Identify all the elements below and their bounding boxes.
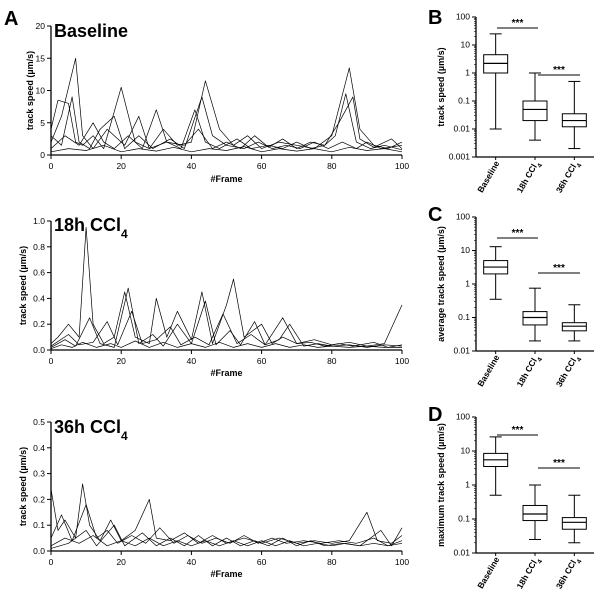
y-tick-label: 1.0 [33,216,45,226]
y-tick-label: 0.3 [33,469,45,479]
x-axis-label: #Frame [210,368,242,378]
y-tick-label: 5 [40,118,45,128]
y-tick-label: 1 [465,68,470,78]
x-tick-label: 100 [395,557,409,567]
panel-letter-a: A [4,8,18,30]
y-tick-label: 0.0 [33,345,45,355]
chart-title: 36h CCl4 [54,417,128,443]
box-iqr [561,517,587,530]
y-tick-label: 100 [456,412,470,422]
series-line-1 [50,227,403,347]
chart-title: 18h CCl4 [54,215,128,241]
x-tick-label: 60 [257,161,267,171]
x-tick-label: 20 [116,356,126,366]
x-axis-label: #Frame [210,569,242,579]
category-label: 36h CCl4 [554,353,584,391]
y-axis-label: track speed (µm/s) [18,447,28,526]
significance-label: *** [512,18,524,29]
x-tick-label: 0 [49,557,54,567]
y-axis-label: average track speed (µm/s) [436,226,446,342]
y-tick-label: 10 [461,245,471,255]
x-tick-label: 20 [116,161,126,171]
x-axis-label: #Frame [210,174,242,184]
series-line-2 [50,504,403,547]
x-tick-label: 0 [49,161,54,171]
y-tick-label: 0.4 [33,293,45,303]
x-tick-label: 100 [395,356,409,366]
box-iqr [522,100,548,122]
panel-letter-c: C [428,204,442,226]
x-tick-label: 60 [257,356,267,366]
x-tick-label: 40 [187,557,197,567]
category-label: 36h CCl4 [554,159,584,197]
y-tick-label: 0.1 [458,514,470,524]
box-iqr [522,504,548,522]
significance-label: *** [553,458,565,469]
x-tick-label: 80 [327,557,337,567]
category-label: Baseline [475,353,501,389]
series-line-2 [50,57,403,149]
y-tick-label: 0.1 [33,520,45,530]
series-line-1 [50,483,403,544]
y-axis-label: track speed (µm/s) [18,246,28,325]
y-tick-label: 10 [461,40,471,50]
y-tick-label: 0.5 [33,417,45,427]
category-label: 18h CCl4 [514,353,544,391]
y-tick-label: 10 [36,86,46,96]
y-tick-label: 20 [36,21,46,31]
y-tick-label: 0.8 [33,242,45,252]
significance-label: *** [512,228,524,239]
x-tick-label: 80 [327,356,337,366]
y-tick-label: 0.01 [453,548,470,558]
y-tick-label: 15 [36,53,46,63]
x-tick-label: 40 [187,356,197,366]
y-axis-label: maximum track speed (µm/s) [436,423,446,547]
series-line-5 [50,144,403,153]
y-tick-label: 0.01 [453,346,470,356]
y-tick-label: 0.01 [453,124,470,134]
category-label: Baseline [475,159,501,195]
significance-label: *** [553,263,565,274]
y-tick-label: 0.6 [33,268,45,278]
category-label: 18h CCl4 [514,159,544,197]
y-tick-label: 1 [465,279,470,289]
x-tick-label: 0 [49,356,54,366]
category-label: 18h CCl4 [514,555,544,592]
x-tick-label: 100 [395,161,409,171]
x-tick-label: 60 [257,557,267,567]
series-line-4 [50,524,403,549]
panel-letter-d: D [428,404,442,426]
significance-label: *** [512,425,524,436]
y-tick-label: 0.1 [458,312,470,322]
y-tick-label: 1 [465,480,470,490]
significance-label: *** [553,65,565,76]
series-line-4 [50,96,403,149]
chart-title: Baseline [54,21,128,41]
category-label: 36h CCl4 [554,555,584,592]
x-tick-label: 20 [116,557,126,567]
y-tick-label: 0.2 [33,494,45,504]
category-label: Baseline [475,555,501,591]
series-line-1 [50,67,403,149]
series-line-3 [50,340,402,350]
y-axis-label: track speed (µm/s) [25,51,35,130]
y-tick-label: 0.001 [449,152,471,162]
y-tick-label: 100 [456,212,470,222]
y-tick-label: 100 [456,12,470,22]
series-line-4 [50,310,403,348]
series-line-2 [50,287,403,348]
y-axis-label: track speed (µm/s) [436,47,446,126]
series-line-3 [50,93,403,151]
y-tick-label: 0 [40,150,45,160]
box-iqr [522,311,548,326]
x-tick-label: 80 [327,161,337,171]
y-tick-label: 0.0 [33,546,45,556]
y-tick-label: 10 [461,446,471,456]
y-tick-label: 0.2 [33,319,45,329]
panel-letter-b: B [428,7,442,29]
x-tick-label: 40 [187,161,197,171]
y-tick-label: 0.1 [458,96,470,106]
y-tick-label: 0.4 [33,443,45,453]
